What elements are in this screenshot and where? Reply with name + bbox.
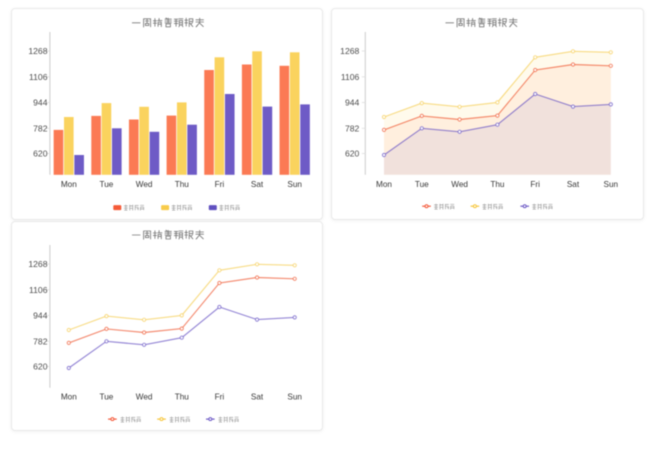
svg-text:Sat: Sat — [251, 180, 264, 189]
svg-text:Mon: Mon — [61, 392, 77, 401]
svg-text:Sun: Sun — [604, 180, 619, 189]
svg-text:Thu: Thu — [490, 180, 505, 189]
svg-text:782: 782 — [345, 123, 360, 133]
svg-text:1106: 1106 — [341, 72, 360, 82]
svg-text:Sun: Sun — [287, 392, 302, 401]
svg-text:Wed: Wed — [451, 180, 468, 189]
svg-text:Tue: Tue — [100, 180, 114, 189]
svg-text:1106: 1106 — [29, 72, 48, 82]
svg-text:Sat: Sat — [251, 392, 264, 401]
svg-text:Wed: Wed — [136, 180, 153, 189]
svg-text:944: 944 — [33, 98, 48, 108]
svg-text:620: 620 — [345, 149, 360, 159]
svg-text:Fri: Fri — [215, 392, 225, 401]
svg-text:Tue: Tue — [100, 392, 114, 401]
svg-text:Fri: Fri — [530, 180, 540, 189]
svg-text:944: 944 — [345, 98, 360, 108]
svg-text:Thu: Thu — [175, 392, 190, 401]
svg-text:Thu: Thu — [175, 180, 190, 189]
svg-text:782: 782 — [33, 123, 48, 133]
svg-text:1268: 1268 — [340, 46, 359, 56]
svg-text:Tue: Tue — [415, 180, 429, 189]
svg-text:782: 782 — [33, 336, 48, 346]
svg-text:Mon: Mon — [61, 180, 77, 189]
svg-text:1268: 1268 — [28, 46, 47, 56]
svg-text:944: 944 — [33, 311, 48, 321]
svg-text:620: 620 — [33, 149, 48, 159]
svg-text:620: 620 — [33, 362, 48, 372]
svg-text:Wed: Wed — [136, 392, 153, 401]
svg-text:Fri: Fri — [215, 180, 225, 189]
svg-text:Sun: Sun — [287, 180, 302, 189]
svg-text:Mon: Mon — [376, 180, 392, 189]
svg-text:Sat: Sat — [567, 180, 580, 189]
svg-text:1106: 1106 — [29, 285, 48, 295]
svg-text:1268: 1268 — [28, 259, 47, 269]
